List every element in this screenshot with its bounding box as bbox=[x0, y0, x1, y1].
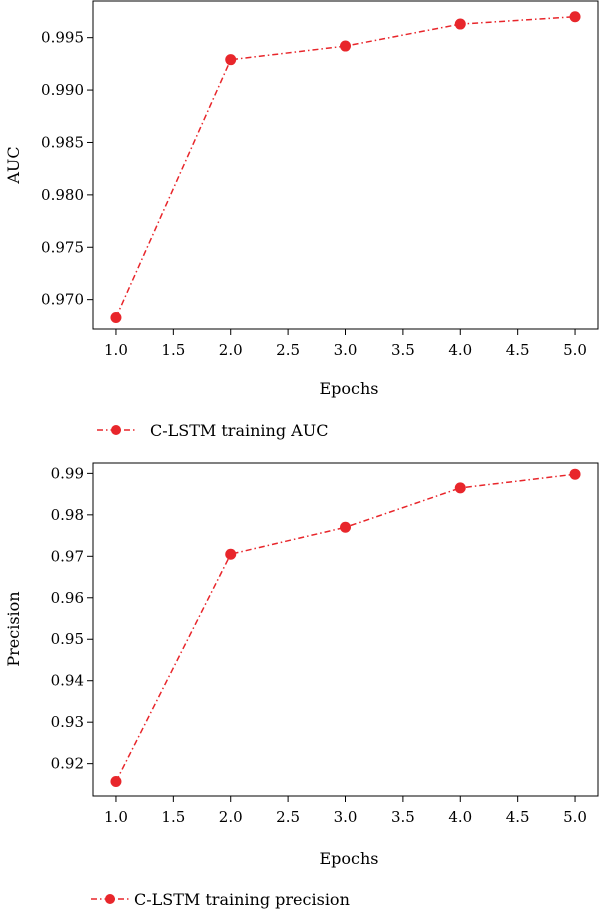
x-tick-label: 2.5 bbox=[276, 341, 300, 359]
y-tick-label: 0.96 bbox=[51, 589, 84, 607]
legend-marker bbox=[111, 425, 121, 435]
x-axis-ticks: 1.0 1.5 2.0 2.5 3.0 3.5 4.0 4.5 5.0 bbox=[104, 796, 587, 826]
legend-label: C-LSTM training AUC bbox=[150, 421, 328, 440]
data-point bbox=[454, 482, 466, 494]
x-tick-label: 1.5 bbox=[161, 808, 185, 826]
y-tick-label: 0.980 bbox=[41, 186, 84, 204]
x-axis-title: Epochs bbox=[319, 379, 378, 398]
x-tick-label: 1.5 bbox=[161, 341, 185, 359]
x-tick-label: 5.0 bbox=[563, 341, 587, 359]
y-tick-label: 0.970 bbox=[41, 291, 84, 309]
y-tick-label: 0.94 bbox=[51, 672, 84, 690]
y-axis-ticks: 0.92 0.93 0.94 0.95 0.96 0.97 0.98 0.99 bbox=[51, 464, 93, 773]
x-tick-label: 1.0 bbox=[104, 341, 128, 359]
y-tick-label: 0.985 bbox=[41, 133, 84, 151]
y-tick-label: 0.990 bbox=[41, 81, 84, 99]
y-axis-title: Precision bbox=[4, 591, 23, 666]
data-point bbox=[569, 11, 581, 23]
x-tick-label: 4.5 bbox=[506, 808, 530, 826]
data-point bbox=[225, 54, 237, 66]
x-tick-label: 4.0 bbox=[448, 808, 472, 826]
precision-chart: 0.92 0.93 0.94 0.95 0.96 0.97 0.98 0.99 1.0 1.5 2… bbox=[4, 462, 599, 909]
y-tick-label: 0.97 bbox=[51, 547, 84, 565]
x-axis-title: Epochs bbox=[319, 849, 378, 868]
y-tick-label: 0.98 bbox=[51, 506, 84, 524]
auc-chart: 0.970 0.975 0.980 0.985 0.990 0.995 1.0 1.5 2.0… bbox=[4, 0, 599, 440]
x-tick-label: 2.0 bbox=[219, 808, 243, 826]
data-point bbox=[110, 775, 122, 787]
plot-frame bbox=[92, 462, 599, 797]
data-point bbox=[569, 468, 581, 480]
y-tick-label: 0.95 bbox=[51, 630, 84, 648]
legend: C-LSTM training AUC bbox=[97, 421, 328, 440]
data-point bbox=[340, 40, 351, 52]
data-point bbox=[225, 548, 237, 560]
x-tick-label: 1.0 bbox=[104, 808, 128, 826]
legend-label: C-LSTM training precision bbox=[134, 890, 350, 909]
data-point bbox=[340, 521, 351, 533]
series-line bbox=[115, 473, 576, 782]
x-tick-label: 5.0 bbox=[563, 808, 587, 826]
y-axis-title: AUC bbox=[4, 146, 23, 184]
x-tick-label: 3.5 bbox=[391, 341, 415, 359]
series-layer bbox=[110, 468, 581, 787]
x-tick-label: 3.0 bbox=[334, 808, 358, 826]
x-axis-ticks: 1.0 1.5 2.0 2.5 3.0 3.5 4.0 4.5 5.0 bbox=[104, 329, 587, 359]
series-line bbox=[115, 15, 576, 318]
x-tick-label: 3.5 bbox=[391, 808, 415, 826]
legend: C-LSTM training precision bbox=[91, 890, 350, 909]
data-point bbox=[110, 311, 122, 323]
x-tick-label: 4.0 bbox=[448, 341, 472, 359]
x-tick-label: 2.0 bbox=[219, 341, 243, 359]
y-tick-label: 0.995 bbox=[41, 29, 84, 47]
series-layer bbox=[110, 11, 581, 323]
x-tick-label: 2.5 bbox=[276, 808, 300, 826]
y-tick-label: 0.99 bbox=[51, 464, 84, 482]
y-tick-label: 0.93 bbox=[51, 713, 84, 731]
y-tick-label: 0.92 bbox=[51, 755, 84, 773]
y-axis-ticks: 0.970 0.975 0.980 0.985 0.990 0.995 bbox=[41, 29, 93, 309]
y-tick-label: 0.975 bbox=[41, 238, 84, 256]
x-tick-label: 3.0 bbox=[334, 341, 358, 359]
data-point bbox=[454, 18, 466, 30]
x-tick-label: 4.5 bbox=[506, 341, 530, 359]
legend-marker bbox=[105, 894, 115, 904]
